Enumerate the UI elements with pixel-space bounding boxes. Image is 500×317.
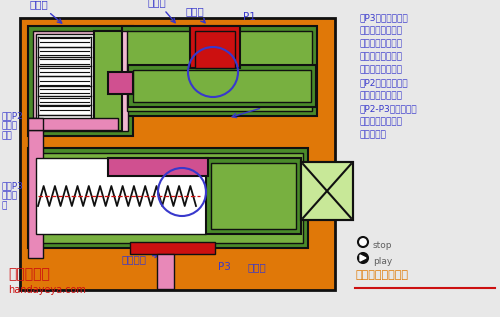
Text: 是P2-P3保持不变，: 是P2-P3保持不变，: [360, 104, 418, 113]
Text: 当P3降低时，作用: 当P3降低时，作用: [360, 13, 409, 22]
Bar: [211, 163, 296, 229]
Bar: [108, 158, 208, 176]
Text: 节流口: 节流口: [30, 0, 62, 23]
Bar: [195, 31, 235, 68]
Bar: [301, 162, 353, 220]
Text: 小: 小: [1, 201, 6, 210]
Bar: [28, 118, 43, 130]
Bar: [301, 162, 353, 220]
Text: 也逐渐: 也逐渐: [1, 121, 17, 130]
Text: handayeya.com: handayeya.com: [8, 285, 86, 295]
Text: 阀芒左移，减压口: 阀芒左移，减压口: [360, 52, 403, 61]
Bar: [128, 65, 316, 107]
Text: stop: stop: [373, 242, 392, 250]
Text: P3: P3: [218, 262, 231, 272]
Text: 使得出口的流量基: 使得出口的流量基: [360, 117, 403, 126]
Bar: [133, 70, 311, 102]
Text: 逐渐变: 逐渐变: [1, 191, 17, 200]
Bar: [36, 34, 94, 128]
Bar: [94, 31, 122, 131]
Text: 本保持不变: 本保持不变: [360, 130, 387, 139]
Bar: [130, 242, 215, 254]
Bar: [36, 158, 206, 234]
Bar: [157, 254, 174, 289]
Text: 压力P2: 压力P2: [1, 111, 23, 120]
Text: 节流阀的压差也就: 节流阀的压差也就: [360, 91, 403, 100]
Text: 使P2也减小从而使: 使P2也减小从而使: [360, 78, 408, 87]
Text: 减压口: 减压口: [148, 0, 175, 23]
Bar: [28, 148, 308, 248]
Text: 当出口压力升高时: 当出口压力升高时: [355, 270, 408, 280]
Bar: [122, 26, 317, 116]
Text: 压力P3: 压力P3: [1, 181, 23, 190]
Bar: [28, 26, 133, 136]
Text: 在定差减压阀阀芒: 在定差减压阀阀芒: [360, 26, 403, 35]
Text: 出油口: 出油口: [248, 262, 267, 272]
Text: 进油口: 进油口: [185, 6, 205, 23]
Text: play: play: [373, 257, 392, 267]
Text: 变小，压降增大，: 变小，压降增大，: [360, 65, 403, 74]
Polygon shape: [360, 255, 366, 261]
Bar: [33, 31, 128, 131]
Text: P2: P2: [232, 100, 278, 118]
Bar: [206, 158, 301, 234]
Circle shape: [358, 237, 368, 247]
Bar: [127, 31, 312, 111]
Bar: [190, 26, 240, 68]
Bar: [28, 118, 43, 258]
Circle shape: [358, 253, 368, 263]
Bar: [20, 18, 335, 290]
Text: 泄露油口: 泄露油口: [122, 253, 158, 264]
Bar: [108, 72, 133, 94]
Text: P1: P1: [243, 12, 256, 22]
Bar: [28, 118, 118, 130]
Text: 左端的压力减小，: 左端的压力减小，: [360, 39, 403, 48]
Text: 变小: 变小: [1, 131, 12, 140]
Text: 汉力达液压: 汉力达液压: [8, 267, 50, 281]
Bar: [33, 153, 303, 243]
